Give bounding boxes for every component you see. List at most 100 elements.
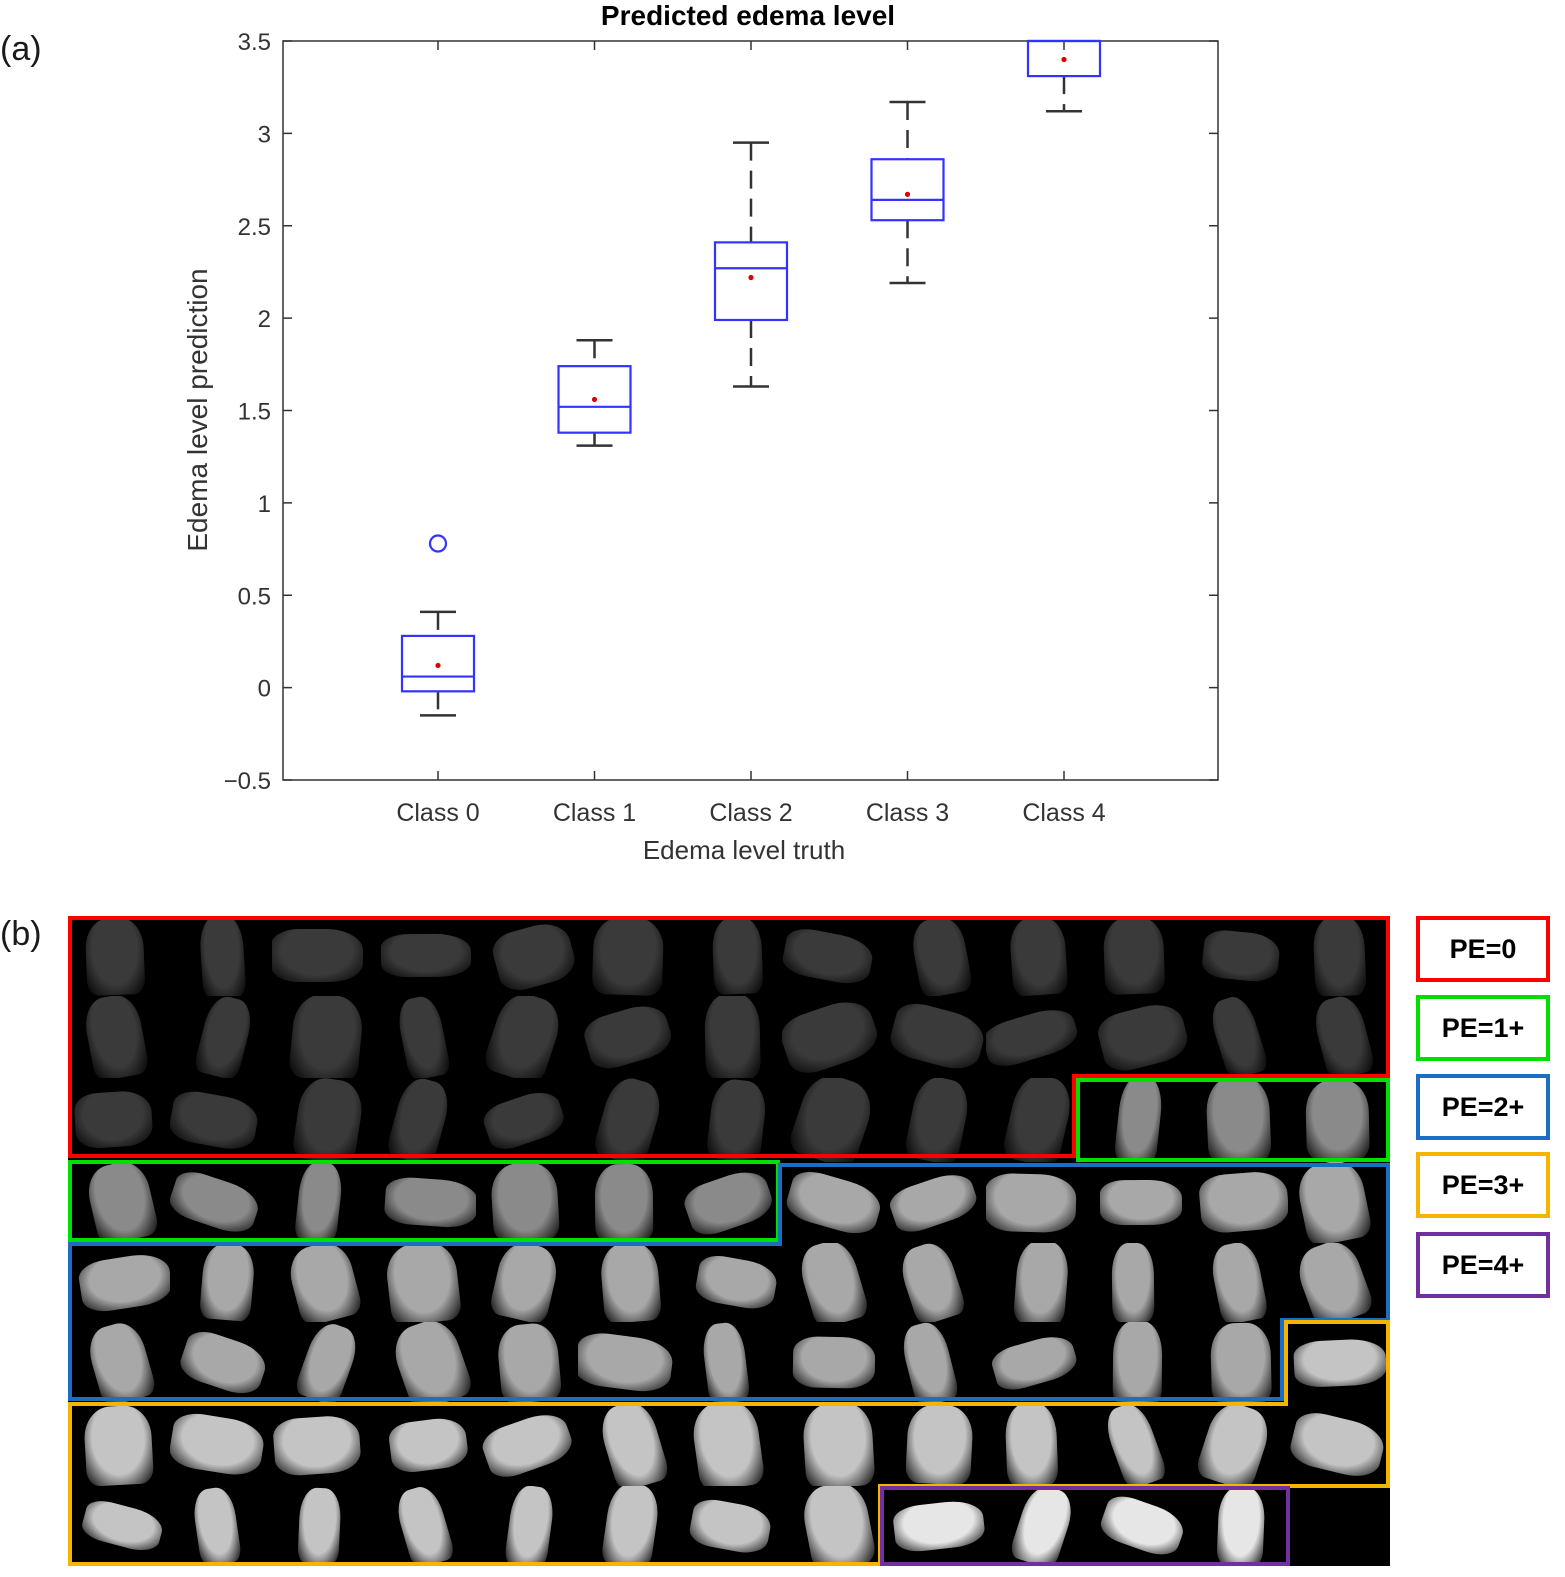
thumbnail-tile	[374, 996, 476, 1078]
chart-title: Predicted edema level	[601, 0, 895, 31]
thumbnail-tile	[374, 1243, 476, 1322]
thumbnail-tile	[1188, 916, 1288, 996]
tissue-shape	[495, 1322, 563, 1404]
tissue-shape	[1293, 1162, 1374, 1243]
tissue-shape	[898, 1322, 961, 1404]
thumbnail-tile	[578, 1243, 680, 1322]
thumbnail-tile	[1288, 1404, 1390, 1486]
tissue-shape	[688, 1404, 766, 1486]
tissue-shape	[703, 996, 761, 1078]
tissue-shape	[591, 1078, 668, 1162]
thumbnail-tile	[884, 916, 986, 996]
tissue-shape	[383, 1243, 463, 1322]
thumbnail-tile	[986, 1243, 1088, 1322]
thumbnail-tile	[578, 1486, 680, 1566]
tissue-shape	[84, 916, 146, 996]
tissue-shape	[1096, 1490, 1188, 1562]
tissue-shape	[705, 1078, 768, 1162]
tissue-shape	[799, 1486, 879, 1566]
y-tick-label: −0.5	[224, 768, 271, 795]
legend-pe-0: PE=0	[1416, 916, 1550, 982]
tissue-shape	[1309, 996, 1377, 1078]
thumbnail-tile	[986, 1404, 1088, 1486]
tissue-shape	[488, 1243, 563, 1322]
thumbnail-tile	[68, 1243, 170, 1322]
tissue-shape	[1007, 1486, 1079, 1566]
thumbnail-tile	[272, 1162, 374, 1243]
thumbnail-montage	[68, 916, 1390, 1566]
tissue-shape	[886, 998, 986, 1076]
y-tick-label: 2.5	[238, 214, 271, 241]
thumbnail-tile	[578, 1162, 680, 1243]
y-tick-label: 2	[258, 306, 271, 333]
thumbnail-tile	[170, 1322, 272, 1404]
thumbnail-tile	[884, 1078, 986, 1162]
thumbnail-tile	[1188, 1162, 1288, 1243]
thumbnail-tile	[374, 916, 476, 996]
y-tick-label: 3	[258, 121, 271, 148]
thumbnail-tile	[68, 1162, 170, 1243]
thumbnail-tile	[1188, 1404, 1288, 1486]
thumbnail-tile	[68, 916, 170, 996]
tissue-shape	[394, 996, 452, 1078]
thumbnail-tile	[476, 996, 578, 1078]
tissue-shape	[1103, 916, 1166, 996]
tissue-shape	[293, 1162, 344, 1243]
thumbnail-tile	[374, 1078, 476, 1162]
tissue-shape	[387, 1415, 470, 1475]
thumbnail-tile	[884, 1243, 986, 1322]
tissue-shape	[1000, 1078, 1077, 1162]
thumbnail-tile	[782, 1162, 884, 1243]
tissue-shape	[1008, 916, 1069, 996]
tissue-shape	[988, 1330, 1081, 1396]
tissue-shape	[392, 1486, 457, 1566]
tissue-shape	[600, 1486, 662, 1566]
thumbnail-tile	[1288, 996, 1390, 1078]
boxplot-chart: Predicted edema level −0.5 0 0.5 1 1.5 2 2.5 3 3…	[182, 0, 1219, 865]
mean-marker	[748, 274, 754, 281]
box-iqr	[870, 158, 945, 222]
tissue-shape	[594, 1163, 654, 1242]
tissue-shape	[591, 916, 665, 996]
thumbnail-tile	[170, 996, 272, 1078]
thumbnail-tile	[1088, 1243, 1188, 1322]
outlier-marker	[428, 534, 448, 553]
thumbnail-tile	[476, 1243, 578, 1322]
y-tick-label: 3.5	[238, 29, 271, 56]
thumbnail-tile	[782, 1486, 884, 1566]
tissue-shape	[479, 1085, 569, 1155]
thumbnail-tile	[782, 996, 884, 1078]
tissue-shape	[1112, 1322, 1163, 1404]
thumbnail-tile	[986, 1322, 1088, 1404]
thumbnail-tile	[1088, 1078, 1188, 1162]
thumbnail-tile	[680, 1078, 782, 1162]
tissue-shape	[198, 1243, 256, 1322]
thumbnail-tile	[68, 1078, 170, 1162]
y-tick-label: 0.5	[238, 583, 271, 610]
tissue-shape	[384, 1078, 454, 1162]
thumbnail-tile	[680, 1162, 782, 1243]
tissue-shape	[895, 1243, 968, 1322]
tissue-shape	[693, 1252, 781, 1313]
tissue-shape	[903, 1078, 973, 1162]
thumbnail-tile	[1288, 1162, 1390, 1243]
thumbnail-tile	[170, 1243, 272, 1322]
thumbnail-tile	[1188, 1322, 1288, 1404]
tissue-shape	[1293, 1337, 1388, 1389]
thumbnail-tile	[1088, 1322, 1188, 1404]
tissue-shape	[170, 1087, 262, 1153]
tissue-shape	[687, 1496, 775, 1556]
thumbnail-tile	[476, 916, 578, 996]
thumbnail-tile	[782, 1078, 884, 1162]
thumbnail-tile	[68, 1486, 170, 1566]
thumbnail-tile	[782, 916, 884, 996]
thumbnail-tile	[578, 916, 680, 996]
legend-pe-1: PE=1+	[1416, 995, 1550, 1061]
thumbnail-tile	[272, 1486, 374, 1566]
tissue-shape	[794, 1243, 870, 1322]
tissue-shape	[1304, 1079, 1370, 1161]
tissue-shape	[1198, 1169, 1288, 1236]
tissue-shape	[1111, 1243, 1155, 1322]
thumbnail-tile	[1088, 1404, 1188, 1486]
x-axis-label: Edema level truth	[643, 835, 845, 865]
